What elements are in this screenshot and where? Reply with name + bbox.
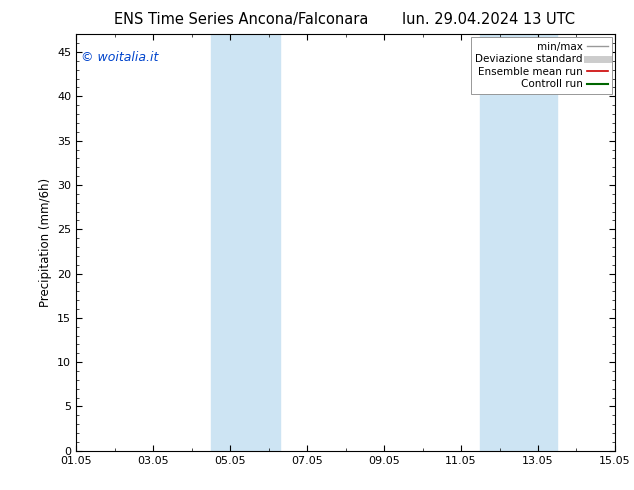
Text: ENS Time Series Ancona/Falconara: ENS Time Series Ancona/Falconara [113,12,368,27]
Text: lun. 29.04.2024 13 UTC: lun. 29.04.2024 13 UTC [402,12,574,27]
Bar [210,34,280,451]
Text: © woitalia.it: © woitalia.it [81,51,159,64]
Y-axis label: Precipitation (mm/6h): Precipitation (mm/6h) [39,178,51,307]
Legend: min/max, Deviazione standard, Ensemble mean run, Controll run: min/max, Deviazione standard, Ensemble m… [471,37,612,94]
Bar [480,34,557,451]
